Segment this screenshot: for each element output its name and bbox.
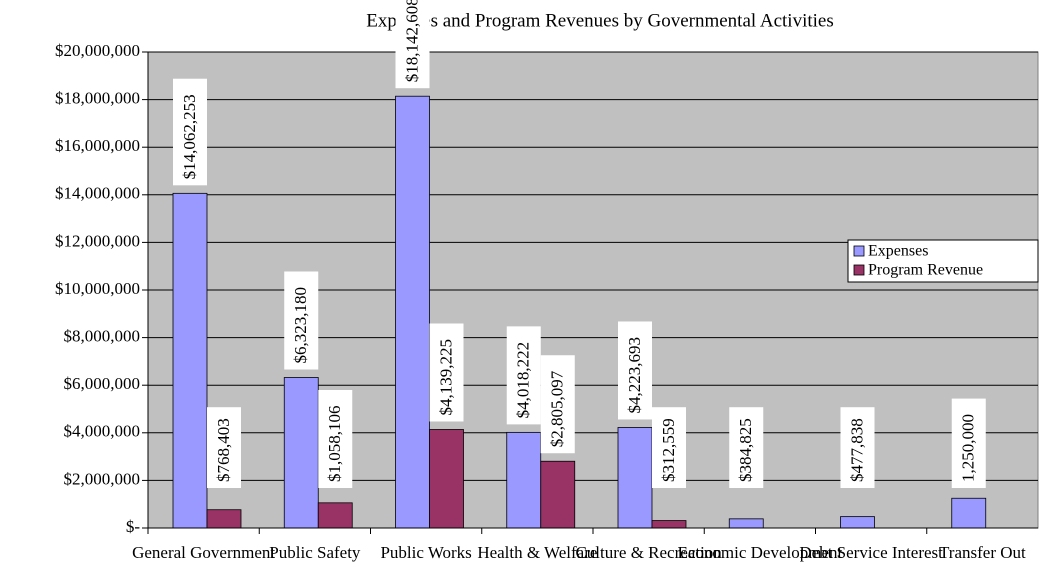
data-label-box bbox=[618, 321, 652, 420]
bar bbox=[617, 427, 653, 529]
data-label-box bbox=[729, 407, 764, 488]
y-tick-label: $20,000,000 bbox=[55, 41, 140, 60]
x-tick-label: Culture & Recreation bbox=[575, 543, 722, 562]
x-tick-label: Economic Development bbox=[677, 543, 842, 562]
x-tick-label: Debt Service Interest bbox=[799, 543, 943, 562]
data-label-text: $384,825 bbox=[736, 418, 755, 482]
bar bbox=[172, 192, 208, 529]
bar bbox=[506, 431, 542, 529]
legend-swatch bbox=[853, 245, 865, 257]
data-label-box bbox=[318, 390, 353, 488]
x-tick-label: Public Safety bbox=[269, 543, 361, 562]
data-label-box bbox=[395, 0, 430, 89]
data-label-box bbox=[951, 398, 986, 488]
data-label-text: $18,142,608 bbox=[402, 0, 421, 82]
data-label-text: $4,223,693 bbox=[625, 337, 644, 414]
data-label-box bbox=[652, 407, 686, 488]
data-label-box bbox=[840, 407, 875, 488]
data-label-box bbox=[506, 326, 541, 425]
y-tick-label: $6,000,000 bbox=[64, 374, 141, 393]
data-label: $1,058,106 bbox=[318, 390, 353, 488]
data-label-box bbox=[284, 271, 319, 370]
y-tick-label: $4,000,000 bbox=[64, 422, 141, 441]
legend-swatch bbox=[853, 264, 865, 276]
data-label-text: $768,403 bbox=[214, 418, 233, 482]
x-tick-label: Health & Welfare bbox=[477, 543, 597, 562]
bar bbox=[429, 429, 464, 529]
data-label: $477,838 bbox=[840, 407, 875, 488]
y-tick-label: $12,000,000 bbox=[55, 231, 140, 250]
data-label-text: $14,062,253 bbox=[180, 94, 199, 179]
data-label: $6,323,180 bbox=[284, 271, 319, 370]
x-tick-label: Public Works bbox=[380, 543, 471, 562]
bar bbox=[283, 377, 319, 529]
data-label: $4,223,693 bbox=[618, 321, 652, 420]
data-label: $4,018,222 bbox=[506, 326, 541, 425]
data-label: $2,805,097 bbox=[540, 355, 575, 454]
bar bbox=[840, 516, 875, 529]
bar bbox=[651, 520, 687, 529]
legend bbox=[847, 239, 1039, 283]
y-tick-label: $14,000,000 bbox=[55, 184, 140, 203]
data-label-text: 1,250,000 bbox=[959, 414, 978, 482]
data-label-text: $1,058,106 bbox=[325, 406, 344, 483]
y-tick-label: $2,000,000 bbox=[64, 469, 141, 488]
data-label-text: $2,805,097 bbox=[548, 370, 567, 447]
data-label-box bbox=[429, 323, 464, 422]
y-tick-label: $- bbox=[126, 517, 141, 536]
data-label: $384,825 bbox=[729, 407, 764, 488]
data-label-box bbox=[207, 407, 241, 488]
y-tick-label: $16,000,000 bbox=[55, 136, 140, 155]
y-tick-label: $10,000,000 bbox=[55, 279, 140, 298]
data-label-box bbox=[173, 78, 207, 186]
data-label-text: $312,559 bbox=[659, 418, 678, 482]
chart-title: Expenses and Program Revenues by Governm… bbox=[366, 10, 834, 31]
data-label: $768,403 bbox=[207, 407, 241, 488]
bar bbox=[395, 95, 430, 529]
data-label-text: $477,838 bbox=[847, 418, 866, 482]
data-label-text: $6,323,180 bbox=[291, 287, 310, 364]
x-tick-label: Transfer Out bbox=[939, 543, 1026, 562]
data-label-text: $4,018,222 bbox=[514, 342, 533, 419]
bar bbox=[317, 502, 353, 529]
data-label: $18,142,608 bbox=[395, 0, 430, 89]
data-label-box bbox=[540, 355, 575, 454]
bar bbox=[540, 460, 576, 529]
data-label: $312,559 bbox=[652, 407, 686, 488]
x-tick-label: General Government bbox=[132, 543, 275, 562]
legend-label: Expenses bbox=[868, 243, 928, 260]
bar bbox=[206, 509, 242, 529]
legend-label: Program Revenue bbox=[868, 262, 983, 279]
bar bbox=[951, 497, 987, 529]
data-label: $14,062,253 bbox=[173, 78, 207, 186]
data-label-text: $4,139,225 bbox=[436, 339, 455, 416]
data-label: 1,250,000 bbox=[951, 398, 986, 488]
bar bbox=[728, 518, 764, 529]
y-tick-label: $8,000,000 bbox=[64, 327, 141, 346]
y-tick-label: $18,000,000 bbox=[55, 89, 140, 108]
data-label: $4,139,225 bbox=[429, 323, 464, 422]
